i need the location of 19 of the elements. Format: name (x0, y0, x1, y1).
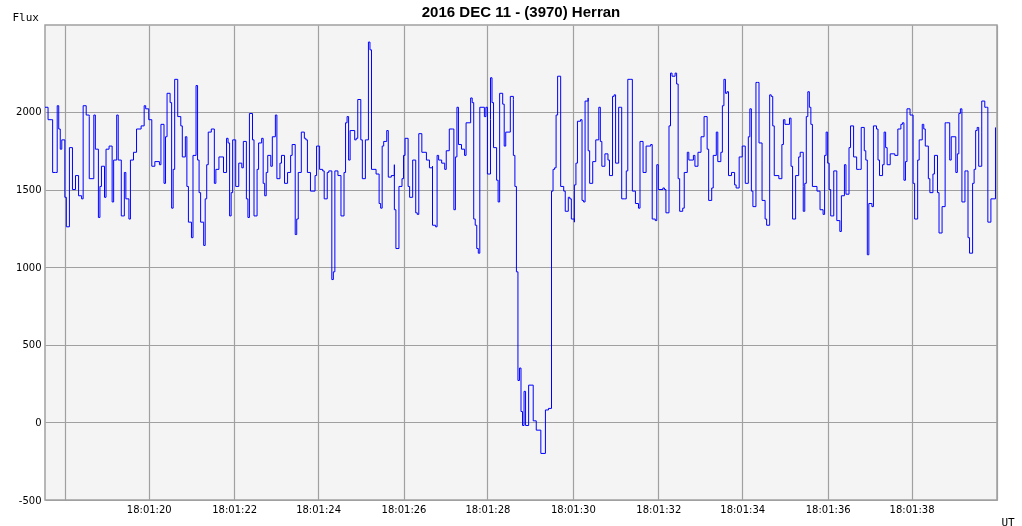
x-tick-label: 18:01:30 (550, 503, 596, 515)
x-tick-label: 18:01:32 (636, 503, 682, 515)
y-tick-label: 1500 (16, 184, 42, 196)
x-tick-label: 18:01:24 (296, 503, 342, 515)
y-tick-label: 0 (35, 416, 42, 428)
x-tick-label: 18:01:22 (212, 503, 258, 515)
x-tick-label: 18:01:26 (381, 503, 427, 515)
y-tick-label: -500 (18, 494, 42, 506)
y-tick-label: 500 (22, 339, 42, 351)
x-axis-title: UT (1001, 515, 1016, 526)
x-tick-label: 18:01:36 (805, 503, 851, 515)
y-axis-title: Flux (12, 10, 40, 24)
x-tick-label: 18:01:20 (126, 503, 172, 515)
y-tick-label: 1000 (16, 261, 42, 273)
x-tick-label: 18:01:38 (889, 503, 935, 515)
x-tick-label: 18:01:28 (465, 503, 511, 515)
chart-title: 2016 DEC 11 - (3970) Herran (421, 3, 621, 20)
y-tick-label: 2000 (16, 106, 42, 118)
x-tick-label: 18:01:34 (720, 503, 766, 515)
